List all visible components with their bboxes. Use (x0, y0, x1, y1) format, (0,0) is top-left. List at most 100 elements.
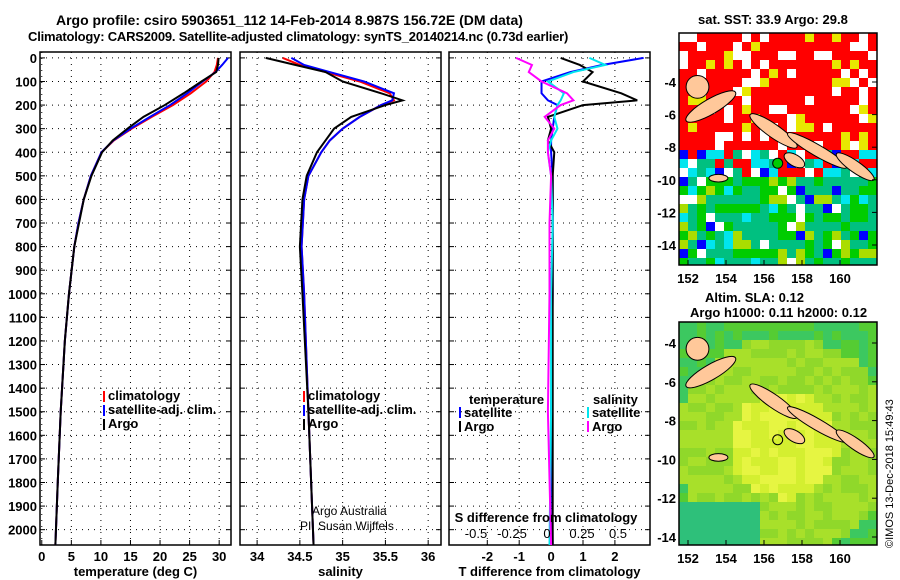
map-cell (742, 421, 751, 430)
map-cell (751, 493, 760, 502)
map-cell (814, 168, 823, 177)
map-cell (733, 168, 742, 177)
map-cell (751, 51, 760, 60)
map-y-tick-label: -8 (664, 140, 676, 155)
map-cell (724, 105, 733, 114)
map-cell (769, 385, 778, 394)
y-tick-label: 1600 (8, 428, 37, 443)
legend-entry: satellite-adj. clim. (108, 402, 216, 417)
map-cell (769, 177, 778, 186)
map-cell (733, 159, 742, 168)
map-cell (787, 123, 796, 132)
map-cell (742, 78, 751, 87)
map-cell (787, 168, 796, 177)
map-cell (742, 222, 751, 231)
map-cell (823, 349, 832, 358)
legend-swatch (103, 405, 105, 416)
map-cell (688, 538, 697, 545)
map-cell (823, 42, 832, 51)
panel-1 (39, 51, 232, 546)
map-cell (751, 367, 760, 376)
map-cell (760, 322, 769, 331)
map-cell (787, 448, 796, 457)
map-cell (814, 511, 823, 520)
map-cell (742, 484, 751, 493)
map-cell (859, 457, 868, 466)
map-cell (769, 511, 778, 520)
map-cell (841, 493, 850, 502)
map-cell (805, 340, 814, 349)
map-cell (832, 493, 841, 502)
map-cell (751, 358, 760, 367)
y-tick-label: 1900 (8, 499, 37, 514)
map-cell (733, 33, 742, 42)
map-cell (679, 240, 688, 249)
map-cell (868, 60, 877, 69)
map-cell (850, 403, 859, 412)
map-cell (742, 340, 751, 349)
map-cell (697, 33, 706, 42)
map-cell (805, 195, 814, 204)
map-cell (814, 349, 823, 358)
map-cell (706, 502, 715, 511)
map-cell (706, 240, 715, 249)
map-cell (832, 132, 841, 141)
map-cell (706, 520, 715, 529)
map-cell (850, 213, 859, 222)
map-cell (760, 141, 769, 150)
map-cell (859, 204, 868, 213)
map-cell (832, 376, 841, 385)
map-cell (733, 249, 742, 258)
map-cell (868, 114, 877, 123)
map-cell (769, 322, 778, 331)
map-cell (823, 159, 832, 168)
map-cell (841, 258, 850, 265)
map-cell (832, 114, 841, 123)
map-cell (805, 502, 814, 511)
map-cell (769, 78, 778, 87)
map-cell (697, 150, 706, 159)
map-cell (832, 349, 841, 358)
map-cell (805, 358, 814, 367)
map-cell (715, 141, 724, 150)
map-cell (733, 258, 742, 265)
map-cell (688, 448, 697, 457)
map-cell (841, 42, 850, 51)
map-cell (724, 231, 733, 240)
map-cell (832, 475, 841, 484)
map-cell (787, 186, 796, 195)
map-cell (868, 150, 877, 159)
map-cell (868, 249, 877, 258)
legend-heading-temperature: temperature (469, 392, 544, 407)
map-cell (868, 340, 877, 349)
map-cell (679, 538, 688, 545)
map-cell (742, 258, 751, 265)
map-cell (715, 376, 724, 385)
map-cell (742, 520, 751, 529)
map-cell (724, 412, 733, 421)
map-cell (733, 484, 742, 493)
map-cell (850, 258, 859, 265)
map-cell (832, 141, 841, 150)
s-tick-label: 0.5 (609, 526, 627, 541)
map-cell (814, 520, 823, 529)
map-cell (697, 96, 706, 105)
map-cell (796, 538, 805, 545)
map-cell (823, 168, 832, 177)
map-cell (859, 493, 868, 502)
map-cell (760, 105, 769, 114)
map-cell (733, 475, 742, 484)
map-cell (733, 60, 742, 69)
x-tick-label: 35 (335, 549, 349, 564)
map-cell (787, 222, 796, 231)
map-cell (778, 385, 787, 394)
map-cell (715, 520, 724, 529)
map-cell (742, 385, 751, 394)
map-cell (796, 502, 805, 511)
map-cell (841, 33, 850, 42)
map-cell (814, 186, 823, 195)
map-cell (769, 340, 778, 349)
map-cell (868, 331, 877, 340)
map-cell (751, 421, 760, 430)
map-cell (715, 529, 724, 538)
